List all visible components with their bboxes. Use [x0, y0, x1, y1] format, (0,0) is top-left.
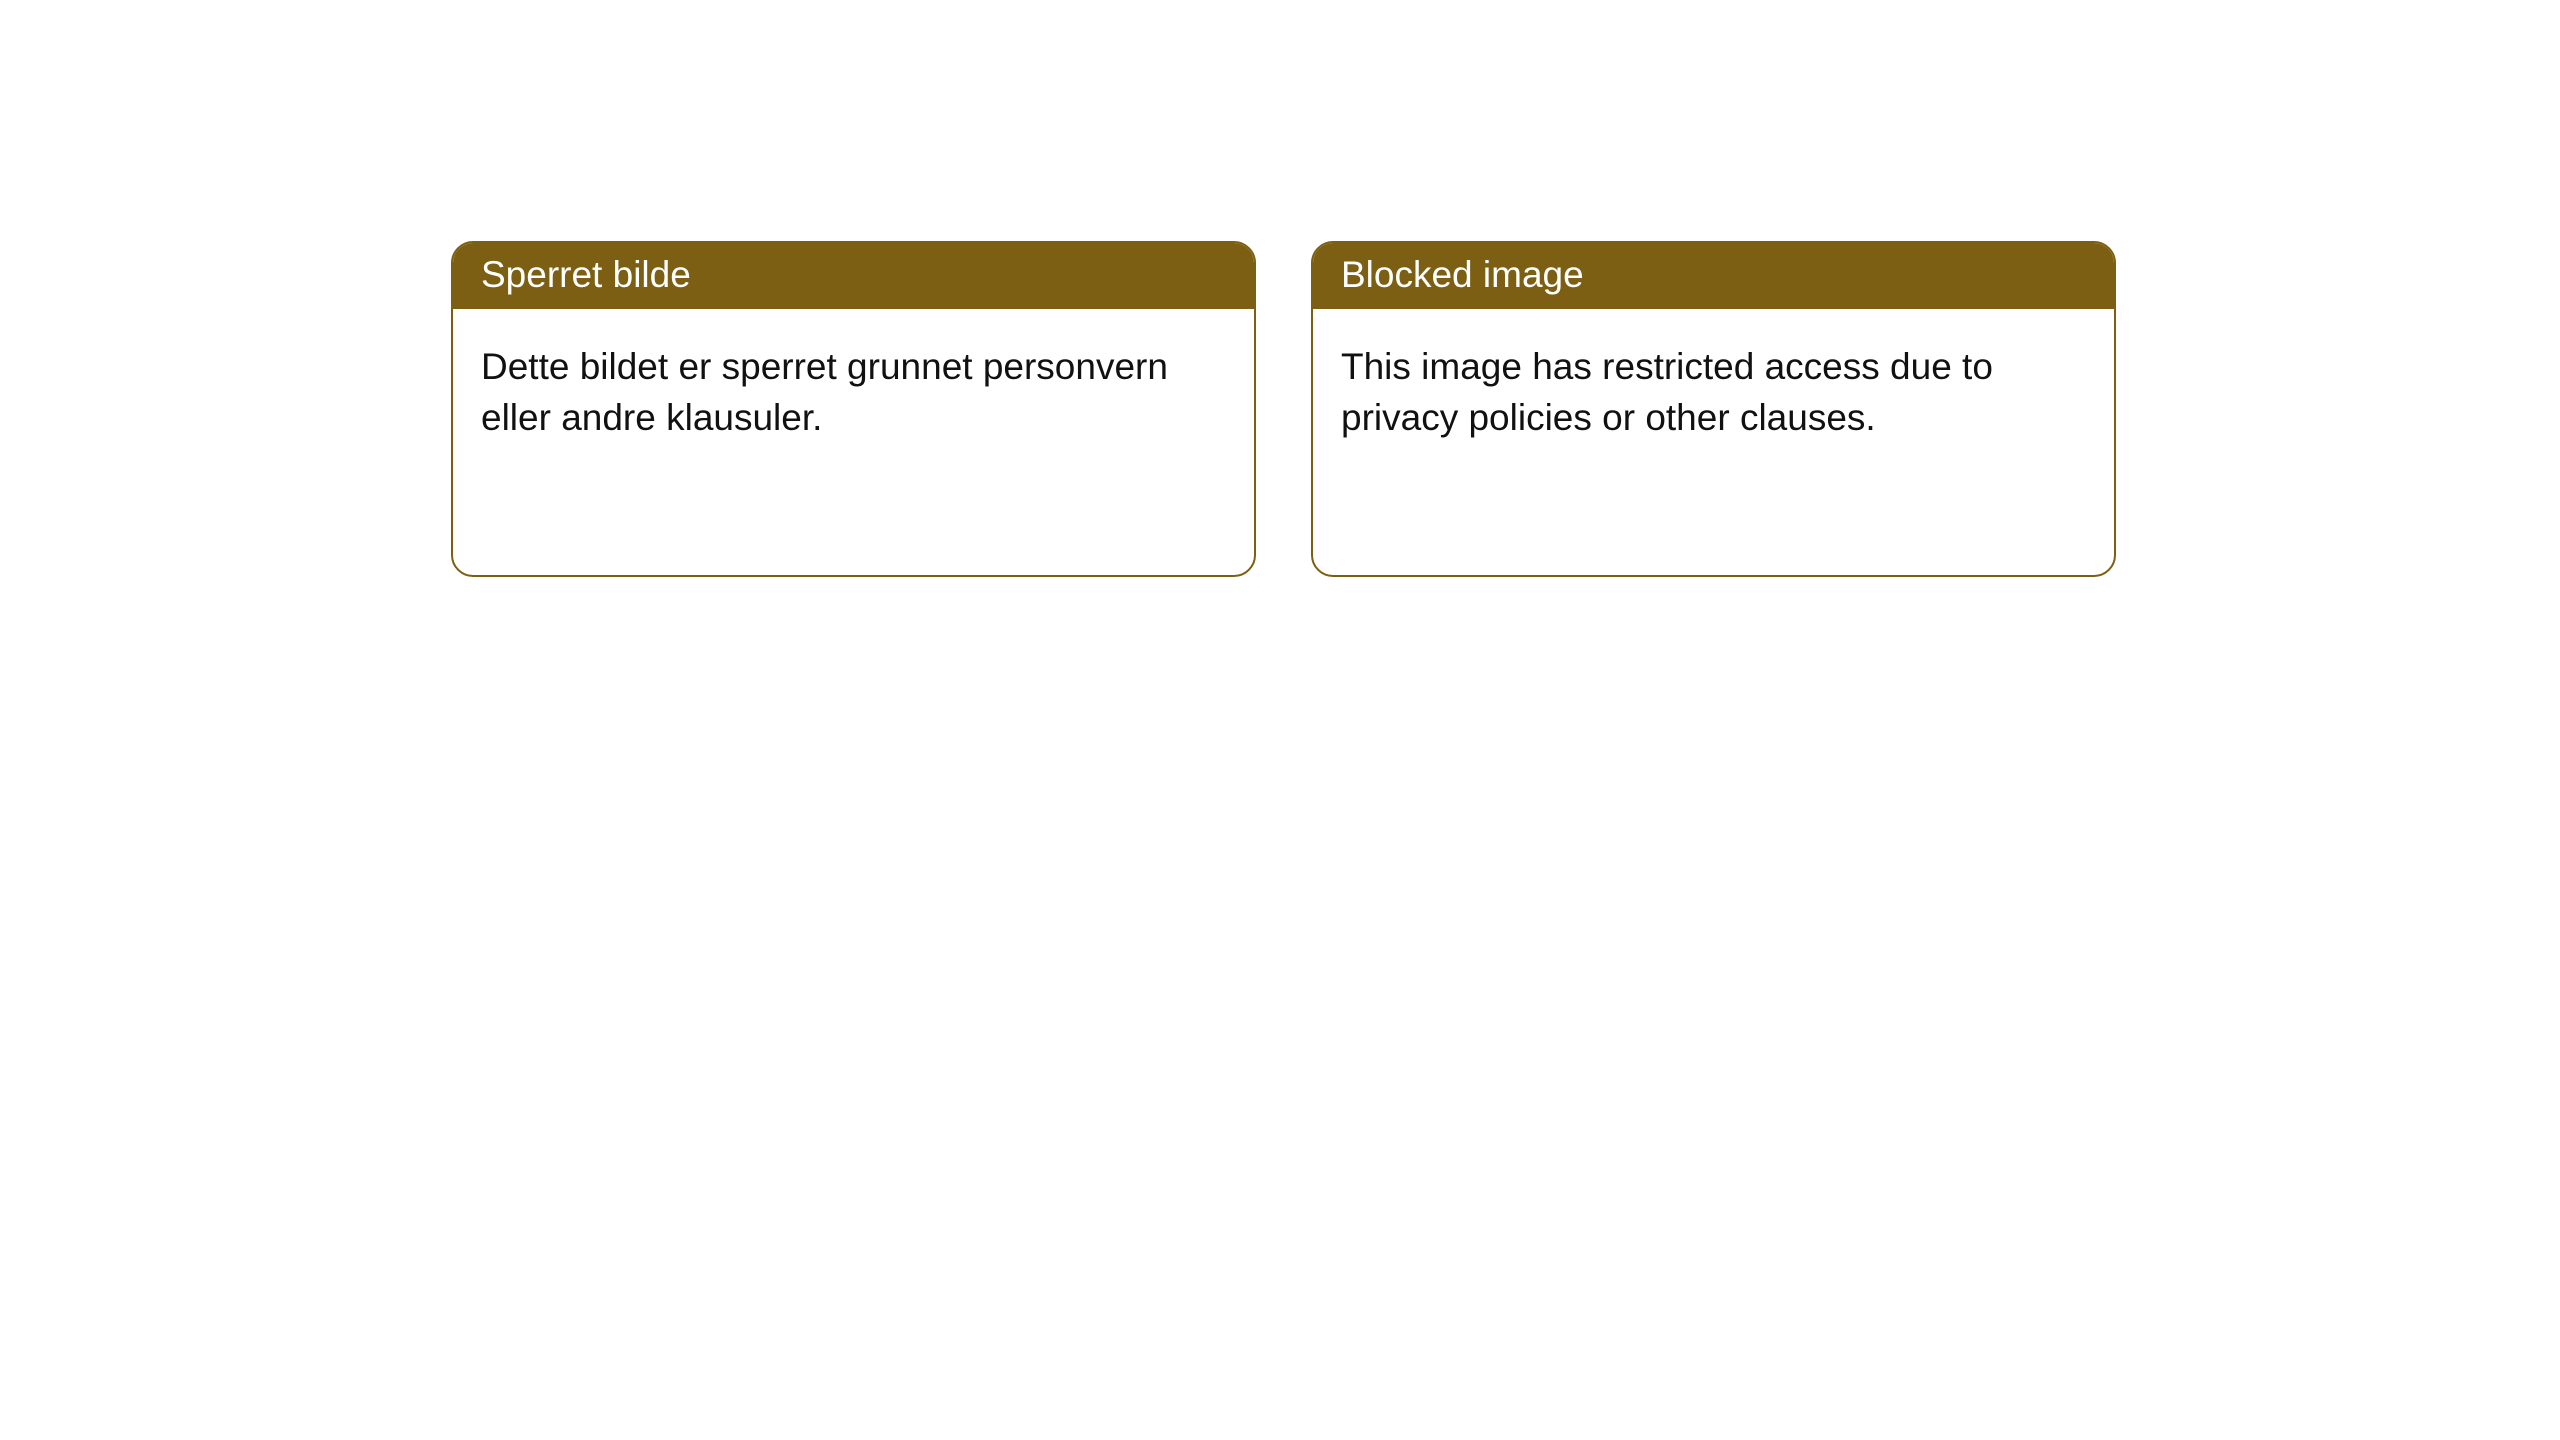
- card-title: Blocked image: [1313, 243, 2114, 309]
- card-body-text: Dette bildet er sperret grunnet personve…: [453, 309, 1254, 475]
- blocked-image-card-no: Sperret bilde Dette bildet er sperret gr…: [451, 241, 1256, 577]
- card-body-text: This image has restricted access due to …: [1313, 309, 2114, 475]
- blocked-image-card-en: Blocked image This image has restricted …: [1311, 241, 2116, 577]
- card-title: Sperret bilde: [453, 243, 1254, 309]
- notice-container: Sperret bilde Dette bildet er sperret gr…: [451, 241, 2116, 577]
